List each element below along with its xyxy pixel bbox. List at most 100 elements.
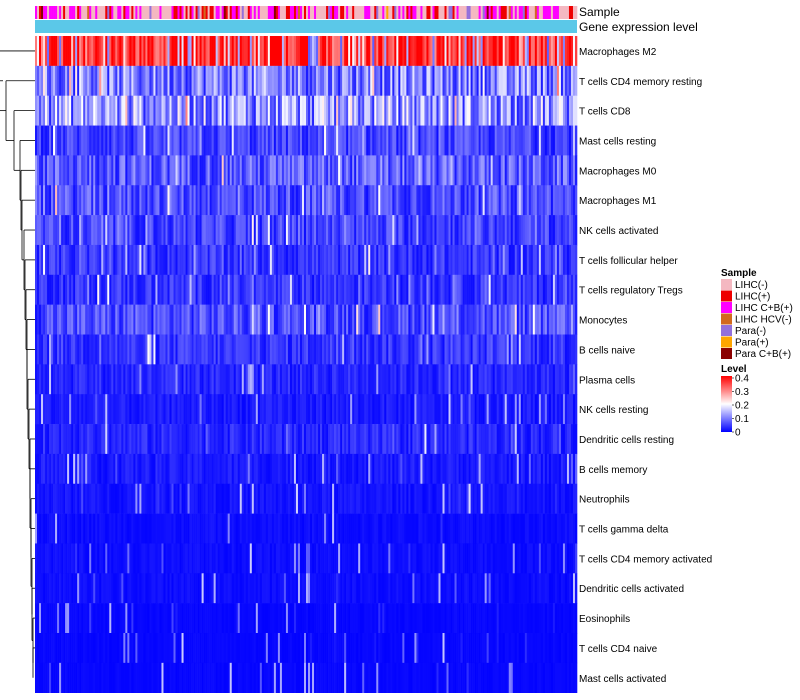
heatmap-cell [454, 155, 457, 186]
heatmap-cell [145, 394, 148, 425]
heatmap-cell [147, 65, 150, 96]
heatmap-cell [422, 394, 425, 425]
heatmap-cell [105, 543, 108, 574]
heatmap-cell [53, 513, 56, 544]
heatmap-cell [496, 364, 500, 395]
heatmap-cell [546, 274, 550, 305]
heatmap-cell [374, 95, 377, 126]
heatmap-cell [287, 483, 291, 514]
heatmap-cell [103, 364, 106, 395]
heatmap-cell [271, 185, 275, 216]
heatmap-cell [99, 424, 102, 455]
heatmap-cell [253, 274, 257, 305]
heatmap-cell [137, 424, 140, 455]
heatmap-cell [338, 36, 341, 67]
heatmap-cell [105, 513, 108, 544]
heatmap-cell [153, 364, 156, 395]
heatmap-cell [199, 453, 202, 485]
heatmap-cell [350, 215, 353, 246]
heatmap-cell [524, 334, 528, 365]
heatmap-cell [277, 483, 281, 514]
heatmap-cell [458, 65, 461, 96]
heatmap-cell [121, 185, 124, 216]
heatmap-cell [293, 304, 297, 335]
heatmap-cell [187, 36, 190, 67]
heatmap-cell [299, 36, 303, 67]
heatmap-cell [424, 424, 427, 455]
heatmap-cell [235, 125, 239, 156]
heatmap-cell [436, 334, 439, 365]
heatmap-cell [472, 244, 475, 276]
heatmap-cell [502, 125, 506, 156]
heatmap-cell [299, 95, 303, 126]
heatmap-cell [538, 36, 542, 67]
heatmap-cell [312, 334, 315, 365]
heatmap-cell [293, 95, 297, 126]
heatmap-cell [129, 364, 132, 395]
sample-track-cell [338, 6, 341, 19]
heatmap-cell [510, 125, 514, 156]
heatmap-cell [91, 513, 94, 544]
sample-track-cell [342, 6, 345, 19]
heatmap-cell [348, 36, 351, 67]
heatmap-cell [265, 364, 269, 395]
heatmap-cell [65, 304, 68, 335]
heatmap-cell [458, 185, 461, 216]
heatmap-cell [221, 334, 224, 365]
heatmap-cell [141, 215, 144, 246]
heatmap-cell [91, 125, 94, 156]
heatmap-cell [390, 334, 393, 365]
heatmap-cell [434, 334, 437, 365]
heatmap-cell [512, 483, 516, 514]
heatmap-cell [129, 65, 132, 96]
heatmap-cell [544, 244, 548, 276]
heatmap-cell [484, 513, 487, 544]
heatmap-cell [177, 125, 180, 156]
heatmap-cell [283, 215, 287, 246]
heatmap-cell [215, 215, 218, 246]
heatmap-cell [486, 334, 489, 365]
heatmap-cell [217, 65, 220, 96]
heatmap-cell [512, 424, 516, 455]
heatmap-cell [149, 334, 152, 365]
heatmap-cell [454, 65, 457, 96]
heatmap-cell [320, 125, 323, 156]
heatmap-cell [75, 513, 78, 544]
heatmap-cell [324, 424, 327, 455]
heatmap-cell [139, 424, 142, 455]
heatmap-cell [79, 304, 82, 335]
heatmap-cell [115, 543, 118, 574]
heatmap-cell [263, 244, 267, 276]
heatmap-cell [81, 36, 84, 67]
heatmap-cell [125, 215, 128, 246]
heatmap-cell [552, 274, 556, 305]
heatmap-cell [440, 304, 443, 335]
heatmap-cell [314, 334, 317, 365]
heatmap-cell [79, 215, 82, 246]
heatmap-cell [376, 244, 379, 276]
heatmap-cell [486, 65, 489, 96]
heatmap-cell [211, 125, 214, 156]
heatmap-cell [151, 215, 154, 246]
heatmap-cell [480, 244, 483, 276]
heatmap-cell [113, 364, 116, 395]
heatmap-cell [89, 155, 92, 186]
heatmap-row [35, 274, 578, 305]
heatmap-cell [299, 215, 303, 246]
heatmap-cell [408, 36, 411, 67]
heatmap-cell [354, 483, 357, 514]
heatmap-cell [364, 394, 367, 425]
heatmap-cell [348, 274, 351, 305]
heatmap-cell [462, 155, 465, 186]
heatmap-cell [532, 215, 536, 246]
heatmap-cell [247, 513, 251, 544]
heatmap-cell [516, 453, 520, 485]
heatmap-cell [440, 65, 443, 96]
heatmap-cell [243, 453, 247, 485]
heatmap-cell [530, 304, 534, 335]
heatmap-cell [510, 453, 514, 485]
heatmap-cell [47, 483, 50, 514]
heatmap-cell [352, 95, 355, 126]
sample-track-cell [157, 6, 160, 19]
heatmap-cell [103, 215, 106, 246]
